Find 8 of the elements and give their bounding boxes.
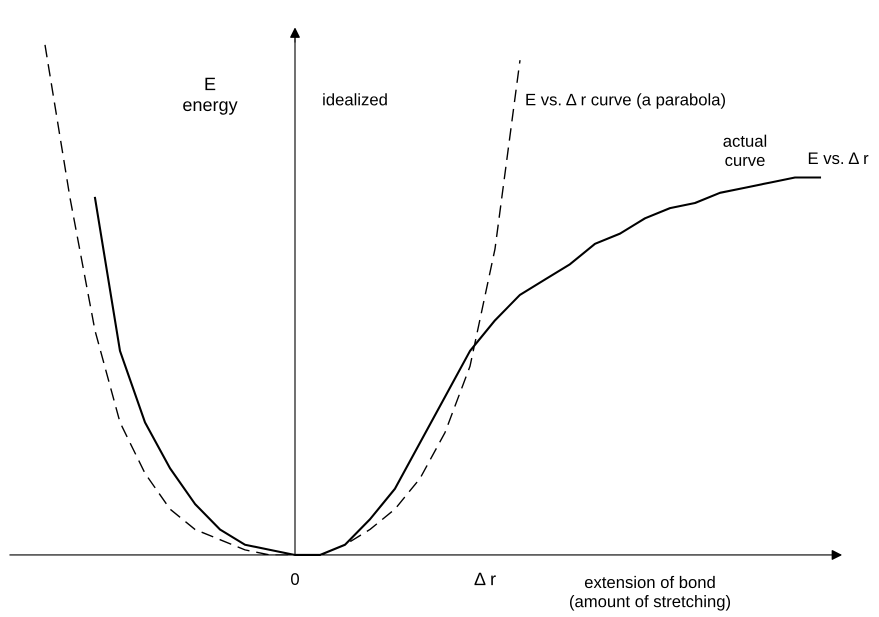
annotation: E vs. Δ r	[808, 152, 868, 164]
annotation: idealized	[323, 93, 387, 106]
annotation: actual curve	[723, 134, 766, 166]
x-axis-title: Δ r	[474, 572, 496, 586]
y-axis-title: E energy	[183, 78, 238, 115]
text: 0	[291, 573, 299, 585]
annotation: E vs. Δ r curve (a parabola)	[526, 93, 726, 109]
text: extension of bond (amount of stretching)	[570, 576, 730, 611]
